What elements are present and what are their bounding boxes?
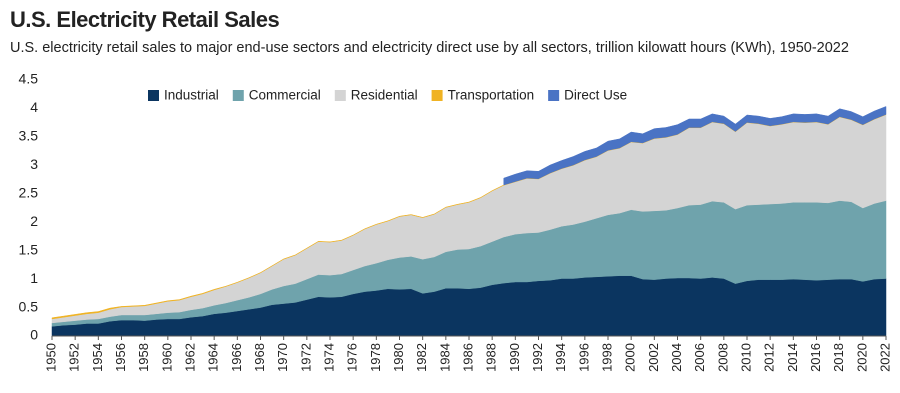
x-tick-label: 1972 <box>298 343 313 372</box>
x-tick-label: 1984 <box>437 343 452 372</box>
y-tick-label: 3 <box>30 156 38 172</box>
x-tick-label: 2008 <box>715 343 730 372</box>
x-tick-label: 1996 <box>576 343 591 372</box>
x-tick-label: 1968 <box>252 343 267 372</box>
legend-label: Transportation <box>448 88 535 103</box>
x-tick-label: 1966 <box>229 343 244 372</box>
y-tick-label: 0 <box>30 327 38 343</box>
legend-swatch <box>334 90 346 101</box>
x-tick-label: 1964 <box>206 343 221 372</box>
legend-swatch <box>232 90 244 101</box>
legend-label: Industrial <box>164 88 219 103</box>
legend-label: Commercial <box>249 88 321 103</box>
chart-title: U.S. Electricity Retail Sales <box>10 7 279 32</box>
y-tick-label: 2 <box>30 213 38 229</box>
x-tick-label: 2018 <box>831 343 846 372</box>
x-tick-label: 1976 <box>345 343 360 372</box>
x-tick-label: 1994 <box>553 343 568 372</box>
x-tick-label: 2020 <box>854 343 869 372</box>
x-tick-label: 1956 <box>113 343 128 372</box>
x-tick-label: 1958 <box>136 343 151 372</box>
x-tick-label: 1990 <box>507 343 522 372</box>
y-tick-label: 0.5 <box>19 298 39 314</box>
x-tick-label: 1954 <box>90 343 105 372</box>
y-tick-label: 1 <box>30 270 38 286</box>
y-tick-label: 3.5 <box>19 128 39 144</box>
legend-label: Residential <box>351 88 418 103</box>
x-tick-label: 2014 <box>785 343 800 372</box>
y-tick-label: 4.5 <box>19 71 39 87</box>
legend-swatch <box>431 90 443 101</box>
y-tick-label: 1.5 <box>19 241 39 257</box>
x-tick-label: 1970 <box>275 343 290 372</box>
legend-label: Direct Use <box>564 88 627 103</box>
x-tick-label: 2006 <box>692 343 707 372</box>
x-tick-label: 2010 <box>738 343 753 372</box>
x-tick-label: 1952 <box>67 343 82 372</box>
x-tick-label: 1988 <box>484 343 499 372</box>
x-tick-label: 1986 <box>460 343 475 372</box>
x-tick-label: 2016 <box>808 343 823 372</box>
x-tick-label: 2022 <box>877 343 892 372</box>
x-tick-label: 1998 <box>599 343 614 372</box>
x-tick-label: 1950 <box>43 343 58 372</box>
y-tick-label: 4 <box>30 99 38 115</box>
x-tick-label: 1982 <box>414 343 429 372</box>
x-tick-label: 1992 <box>530 343 545 372</box>
x-tick-label: 2002 <box>646 343 661 372</box>
legend-swatch <box>148 90 159 101</box>
area <box>503 106 887 186</box>
legend-swatch <box>548 90 560 101</box>
y-tick-label: 2.5 <box>19 184 39 200</box>
x-tick-label: 2012 <box>762 343 777 372</box>
x-tick-label: 2004 <box>669 343 684 372</box>
x-tick-label: 1974 <box>321 343 336 372</box>
x-tick-label: 1978 <box>368 343 383 372</box>
area <box>51 114 887 320</box>
x-tick-label: 1962 <box>182 343 197 372</box>
x-tick-label: 1960 <box>159 343 174 372</box>
x-tick-label: 1980 <box>391 343 406 372</box>
chart-subtitle: U.S. electricity retail sales to major e… <box>10 40 849 56</box>
x-tick-label: 2000 <box>623 343 638 372</box>
